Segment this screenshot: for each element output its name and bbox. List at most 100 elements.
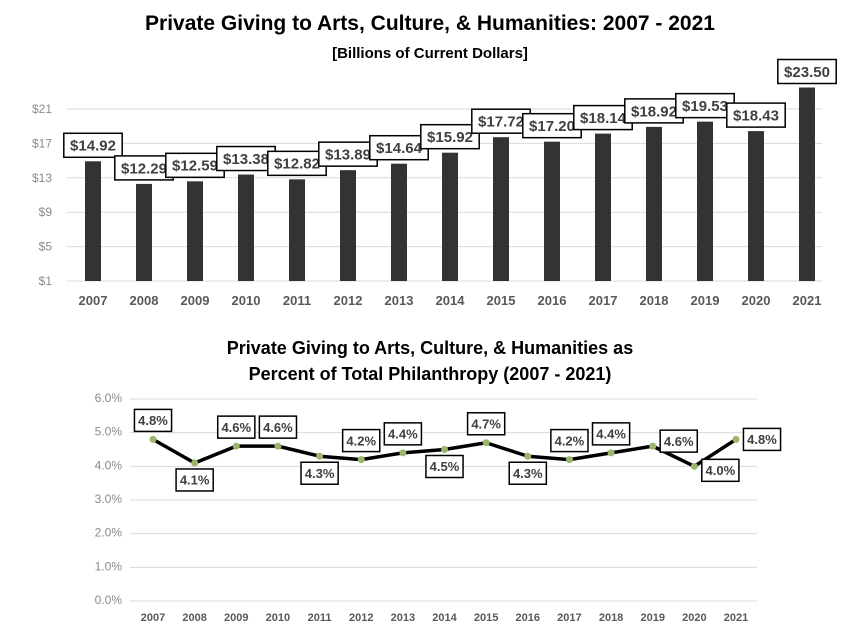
data-point <box>732 435 740 443</box>
bar <box>391 163 407 281</box>
line-chart-subtitle: Percent of Total Philanthropy (2007 - 20… <box>249 364 612 384</box>
bar <box>697 121 713 281</box>
data-label: $19.53 <box>682 98 728 115</box>
data-label-box <box>267 150 327 177</box>
data-label-box <box>726 102 786 128</box>
data-point <box>482 439 490 447</box>
bar <box>595 133 611 281</box>
data-point <box>441 446 448 453</box>
bar-chart: $1 $5 $9 $13 $17 $21 2007 $14.92 2008 $12.29 2009 $… <box>32 58 837 308</box>
data-label: $17.72 <box>478 114 524 131</box>
x-tick-label: 2009 <box>181 293 210 308</box>
data-label-box <box>175 468 214 492</box>
y-tick-label: $17 <box>32 136 52 150</box>
data-point <box>232 442 240 450</box>
x-tick-label: 2010 <box>266 612 290 624</box>
x-tick-label: 2013 <box>385 293 414 308</box>
data-label-box <box>383 422 423 446</box>
data-label-box <box>624 98 684 124</box>
y-tick-label: 6.0% <box>95 391 123 405</box>
x-tick-label: 2008 <box>182 612 206 624</box>
data-label-box <box>466 412 506 436</box>
y-tick-label: $1 <box>39 274 53 288</box>
bar <box>442 152 458 281</box>
data-label-box <box>701 458 740 483</box>
x-tick-label: 2007 <box>141 612 165 624</box>
data-point <box>649 442 657 450</box>
data-label: $18.43 <box>733 108 779 125</box>
data-label: 4.4% <box>596 427 626 442</box>
x-tick-label: 2013 <box>391 612 415 624</box>
data-label-box <box>318 141 378 167</box>
bar <box>85 161 101 281</box>
y-tick-label: $13 <box>32 171 52 185</box>
data-label-box <box>300 461 339 485</box>
data-point <box>399 449 407 457</box>
data-label-box <box>573 104 633 131</box>
data-label: $23.50 <box>784 64 830 81</box>
x-tick-label: 2020 <box>742 293 771 308</box>
y-tick-label: $9 <box>39 205 53 219</box>
y-tick-label: 0.0% <box>95 593 123 607</box>
x-tick-label: 2016 <box>538 293 567 308</box>
x-tick-label: 2009 <box>224 612 248 624</box>
x-tick-label: 2010 <box>232 293 261 308</box>
data-label-box <box>216 145 276 172</box>
x-tick-label: 2018 <box>599 612 623 624</box>
y-tick-label: $21 <box>32 102 52 116</box>
data-point <box>316 452 324 460</box>
data-label-box <box>550 428 589 453</box>
x-tick-label: 2012 <box>334 293 363 308</box>
data-label: 4.6% <box>664 434 694 449</box>
data-label: 4.0% <box>706 463 736 478</box>
data-label: $15.92 <box>427 129 473 146</box>
x-tick-label: 2017 <box>557 612 581 624</box>
data-label-box <box>425 454 464 479</box>
data-label: $13.89 <box>325 147 371 164</box>
bar <box>646 126 662 281</box>
data-label-box <box>659 429 699 453</box>
x-tick-label: 2017 <box>589 293 618 308</box>
bar <box>493 137 509 281</box>
data-label: $17.20 <box>529 118 575 135</box>
data-label: $12.82 <box>274 156 320 173</box>
data-label: 4.2% <box>555 433 585 448</box>
data-point <box>357 456 365 464</box>
data-point <box>607 449 615 457</box>
line-chart: 0.0% 1.0% 2.0% 3.0% 4.0% 5.0% 6.0% 2007 4.8% 2008… <box>95 391 782 624</box>
data-label-box <box>508 461 548 485</box>
data-point <box>274 442 282 450</box>
x-tick-label: 2019 <box>640 612 664 624</box>
data-label: 4.6% <box>221 420 251 435</box>
bar <box>238 174 254 281</box>
bar <box>544 141 560 281</box>
data-label-box <box>63 132 123 159</box>
data-label: 4.4% <box>388 427 418 442</box>
data-label-box <box>522 112 582 139</box>
data-label-box <box>777 58 837 85</box>
x-tick-label: 2021 <box>793 293 822 308</box>
data-label-box <box>675 92 735 119</box>
x-tick-label: 2014 <box>436 293 466 308</box>
data-label-box <box>742 427 782 452</box>
data-label: 4.2% <box>346 433 376 448</box>
x-tick-label: 2011 <box>308 612 332 624</box>
x-tick-label: 2018 <box>640 293 669 308</box>
data-point <box>149 435 157 443</box>
x-tick-label: 2014 <box>432 612 457 624</box>
x-tick-label: 2020 <box>682 612 706 624</box>
bar-chart-title: Private Giving to Arts, Culture, & Human… <box>145 12 715 35</box>
data-point <box>690 462 698 470</box>
bar <box>748 131 764 281</box>
x-tick-label: 2021 <box>724 612 748 624</box>
y-tick-label: 3.0% <box>95 492 123 506</box>
data-point <box>524 452 532 460</box>
data-label: $14.64 <box>376 140 423 157</box>
data-label-box <box>258 415 298 439</box>
y-tick-label: $5 <box>39 240 53 254</box>
data-label: 4.8% <box>138 413 168 428</box>
data-point <box>191 459 199 467</box>
data-label: 4.7% <box>471 416 501 431</box>
bar <box>340 170 356 281</box>
